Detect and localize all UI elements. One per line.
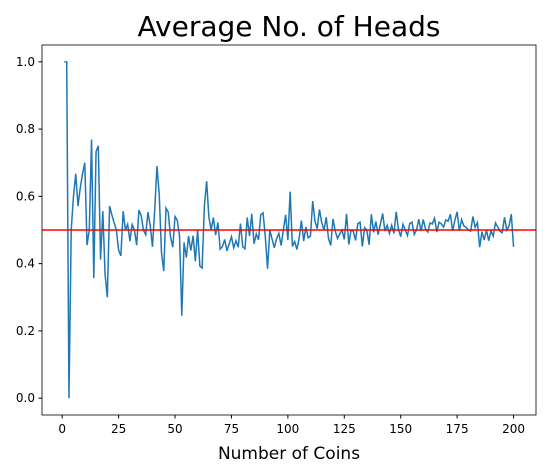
plot-frame — [41, 44, 537, 416]
y-tick-label: 0.6 — [16, 189, 35, 203]
y-tick-label: 0.0 — [16, 391, 35, 405]
x-axis-label: Number of Coins — [218, 444, 360, 464]
x-tick-label: 50 — [167, 422, 182, 436]
x-tick-label: 150 — [389, 422, 412, 436]
x-tick-label: 25 — [111, 422, 126, 436]
x-tick-label: 175 — [446, 422, 469, 436]
chart-title: Average No. of Heads — [138, 10, 441, 43]
y-tick-label: 0.8 — [16, 122, 35, 136]
x-tick-label: 100 — [276, 422, 299, 436]
x-tick-label: 200 — [502, 422, 525, 436]
x-tick-label: 125 — [333, 422, 356, 436]
y-tick-label: 1.0 — [16, 55, 35, 69]
y-tick-label: 0.4 — [16, 257, 35, 271]
data-line — [64, 61, 515, 399]
y-tick-label: 0.2 — [16, 324, 35, 338]
x-tick-label: 0 — [58, 422, 66, 436]
x-tick-label: 75 — [224, 422, 239, 436]
